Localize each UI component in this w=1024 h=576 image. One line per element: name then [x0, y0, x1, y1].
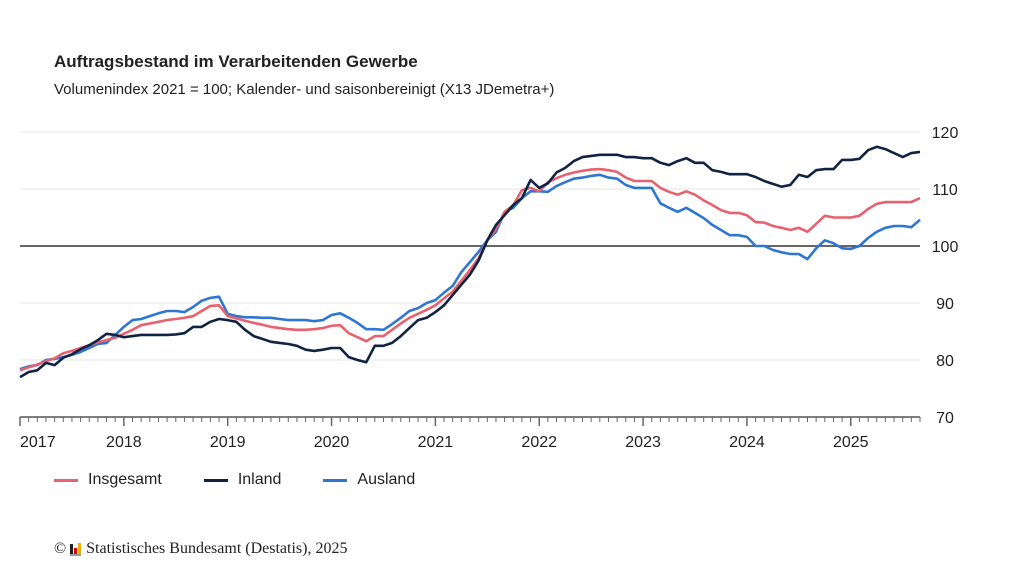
- chart-title: Auftragsbestand im Verarbeitenden Gewerb…: [54, 52, 418, 71]
- y-tick-label: 80: [936, 353, 954, 370]
- series-line-inland: [19, 145, 921, 379]
- x-tick-label: 2024: [729, 434, 765, 451]
- copyright-symbol: ©: [54, 540, 67, 557]
- series-line-insgesamt: [19, 167, 921, 372]
- legend-swatch: [203, 478, 228, 482]
- y-tick-label: 100: [932, 239, 959, 256]
- legend-item-ausland[interactable]: Ausland: [323, 471, 415, 489]
- x-tick-label: 2017: [20, 434, 56, 451]
- x-tick-label: 2022: [521, 434, 557, 451]
- y-tick-label: 110: [932, 182, 958, 199]
- legend-item-insgesamt[interactable]: Insgesamt: [54, 471, 162, 489]
- destatis-logo-icon: [70, 542, 82, 556]
- x-tick-label: 2018: [106, 434, 142, 451]
- y-tick-label: 90: [936, 296, 954, 313]
- x-tick-label: 2019: [210, 434, 246, 451]
- legend-label: Ausland: [357, 471, 416, 488]
- x-tick-label: 2020: [314, 434, 350, 451]
- series-line-ausland: [19, 173, 921, 371]
- y-tick-label: 120: [932, 125, 959, 142]
- x-tick-label: 2025: [833, 434, 869, 451]
- legend-label: Insgesamt: [88, 471, 162, 488]
- legend-swatch: [54, 478, 78, 482]
- legend-item-inland[interactable]: Inland: [203, 471, 282, 489]
- y-tick-label: 70: [936, 410, 954, 427]
- x-tick-label: 2021: [418, 434, 454, 451]
- source-footer: © Statistisches Bundesamt (Destatis), 20…: [54, 540, 347, 558]
- chart-subtitle: Volumenindex 2021 = 100; Kalender- und s…: [54, 81, 555, 98]
- legend: Insgesamt Inland Ausland: [54, 471, 457, 489]
- source-text: Statistisches Bundesamt (Destatis), 2025: [86, 540, 348, 557]
- x-tick-label: 2023: [625, 434, 661, 451]
- legend-swatch: [323, 478, 348, 482]
- legend-label: Inland: [237, 471, 282, 488]
